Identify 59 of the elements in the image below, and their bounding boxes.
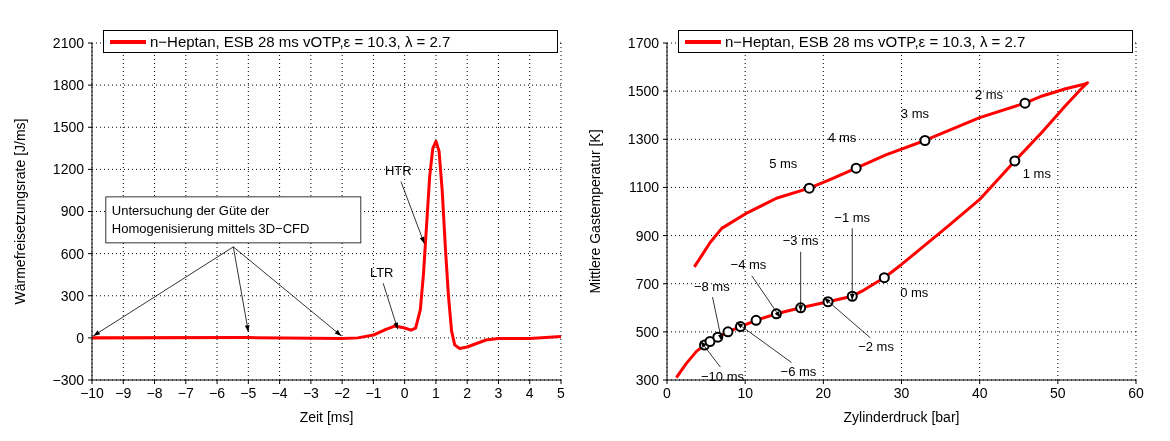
- x-tick-label: 1: [432, 384, 441, 401]
- legend-label: n−Heptan, ESB 28 ms vOTP,ε = 10.3, λ = 2.7: [725, 33, 1026, 50]
- x-tick-label: −6: [209, 384, 226, 401]
- annotation: 3 ms: [900, 105, 930, 121]
- y-tick-label: 1300: [627, 131, 660, 148]
- y-tick-label: 700: [635, 275, 660, 292]
- annotation: −2 ms: [858, 339, 895, 355]
- x-tick-label: 60: [1128, 384, 1144, 401]
- x-tick-label: 20: [815, 384, 832, 401]
- annotation: Untersuchung der Güte der Homogenisierung mittels 3D−CFD: [111, 202, 310, 236]
- y-tick-label: 1200: [52, 161, 85, 178]
- x-tick-label: −2: [334, 384, 351, 401]
- x-tick-label: 4: [525, 384, 534, 401]
- x-tick-label: −5: [240, 384, 257, 401]
- x-tick-label: 10: [737, 384, 754, 401]
- x-tick-label: 5: [557, 384, 566, 401]
- y-tick-label: 2100: [52, 34, 85, 51]
- x-tick-label: −8: [146, 384, 163, 401]
- y-axis-title: Wärmefreisetzungsrate [J/ms]: [11, 118, 28, 305]
- annotation: 2 ms: [974, 86, 1004, 102]
- x-tick-label: −7: [177, 384, 194, 401]
- x-tick-label: 0: [400, 384, 409, 401]
- y-tick-label: 1100: [628, 179, 660, 196]
- x-axis-title: Zylinderdruck [bar]: [843, 409, 960, 425]
- x-tick-label: −4: [271, 384, 288, 401]
- y-tick-label: 1700: [627, 34, 660, 51]
- y-tick-label: 900: [60, 203, 85, 220]
- annotation: −8 ms: [693, 278, 731, 294]
- x-tick-label: 3: [494, 384, 503, 401]
- legend-label: n−Heptan, ESB 28 ms vOTP,ε = 10.3, λ = 2.7: [150, 33, 451, 50]
- annotation: −6 ms: [780, 364, 817, 379]
- y-tick-label: 1500: [52, 119, 85, 136]
- y-tick-label: 900: [635, 227, 660, 244]
- annotation: LTR: [369, 264, 394, 280]
- x-tick-label: 30: [893, 384, 910, 401]
- annotation: HTR: [384, 163, 412, 179]
- y-tick-label: 1500: [627, 83, 660, 100]
- x-tick-label: −9: [115, 384, 132, 401]
- y-axis-title: Mittlere Gastemperatur [K]: [586, 129, 603, 294]
- annotation: −4 ms: [730, 257, 767, 273]
- x-tick-label: 50: [1050, 384, 1066, 401]
- x-tick-label: 0: [663, 384, 672, 401]
- y-tick-label: 500: [635, 323, 660, 340]
- y-tick-label: 1800: [52, 77, 85, 94]
- y-tick-label: 0: [76, 329, 85, 346]
- annotation: 1 ms: [1022, 166, 1052, 182]
- x-tick-label: 40: [971, 384, 988, 401]
- x-tick-label: 2: [463, 384, 472, 401]
- y-tick-label: 300: [60, 287, 85, 304]
- y-tick-label: 600: [60, 245, 85, 262]
- annotation: −1 ms: [834, 209, 871, 225]
- x-axis-title: Zeit [ms]: [299, 409, 354, 425]
- annotation: 5 ms: [769, 155, 798, 171]
- annotation: −3 ms: [782, 233, 820, 249]
- annotation: 4 ms: [828, 129, 857, 145]
- y-tick-label: 300: [635, 371, 660, 388]
- x-tick-label: −3: [302, 384, 320, 401]
- x-tick-label: −1: [365, 384, 382, 401]
- annotation: −10 ms: [701, 368, 745, 384]
